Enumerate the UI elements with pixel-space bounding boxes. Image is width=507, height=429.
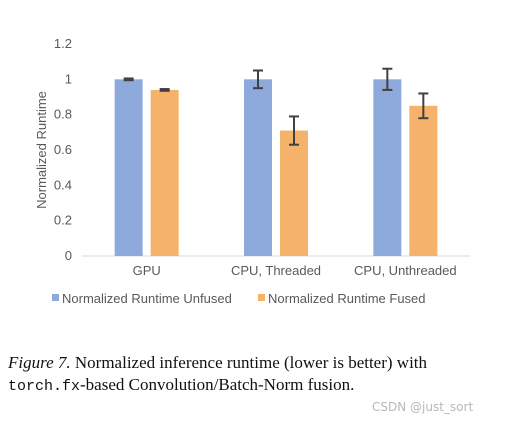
y-tick-label: 1 [65,71,72,86]
bar [114,79,143,256]
y-axis-label: Normalized Runtime [34,91,49,209]
caption-code: torch.fx [8,378,81,395]
bar [409,105,438,256]
bar-chart: 0 0.2 0.4 0.6 0.8 1 1.2 GPU CPU, Threaded CPU, U… [34,36,470,306]
x-tick-label: CPU, Unthreaded [354,263,457,278]
legend-swatch [52,294,59,301]
figure-label: Figure 7. [8,353,71,372]
x-axis: GPU CPU, Threaded CPU, Unthreaded [82,255,470,278]
watermark: CSDN @just_sort [372,400,474,414]
x-tick-label: CPU, Threaded [231,263,321,278]
y-tick-label: 0.8 [54,107,72,122]
caption-line1: Normalized inference runtime (lower is b… [74,353,428,372]
legend: Normalized Runtime Unfused Normalized Run… [52,291,426,306]
legend-swatch [258,294,265,301]
bars [114,79,438,256]
bar [244,79,272,256]
y-tick-label: 0.2 [54,213,72,228]
y-tick-label: 0 [65,248,72,263]
y-tick-label: 0.6 [54,142,72,157]
y-tick-label: 0.4 [54,177,72,192]
y-tick-label: 1.2 [54,36,72,51]
figure-caption: Figure 7. Normalized inference runtime (… [8,352,498,398]
error-bars [123,67,429,146]
bar [373,79,402,256]
x-tick-label: GPU [133,263,161,278]
bar [150,89,179,256]
bar [280,130,308,256]
legend-label: Normalized Runtime Fused [268,291,426,306]
legend-label: Normalized Runtime Unfused [62,291,232,306]
caption-line2: -based Convolution/Batch-Norm fusion. [80,375,355,394]
y-axis: 0 0.2 0.4 0.6 0.8 1 1.2 [54,36,72,263]
